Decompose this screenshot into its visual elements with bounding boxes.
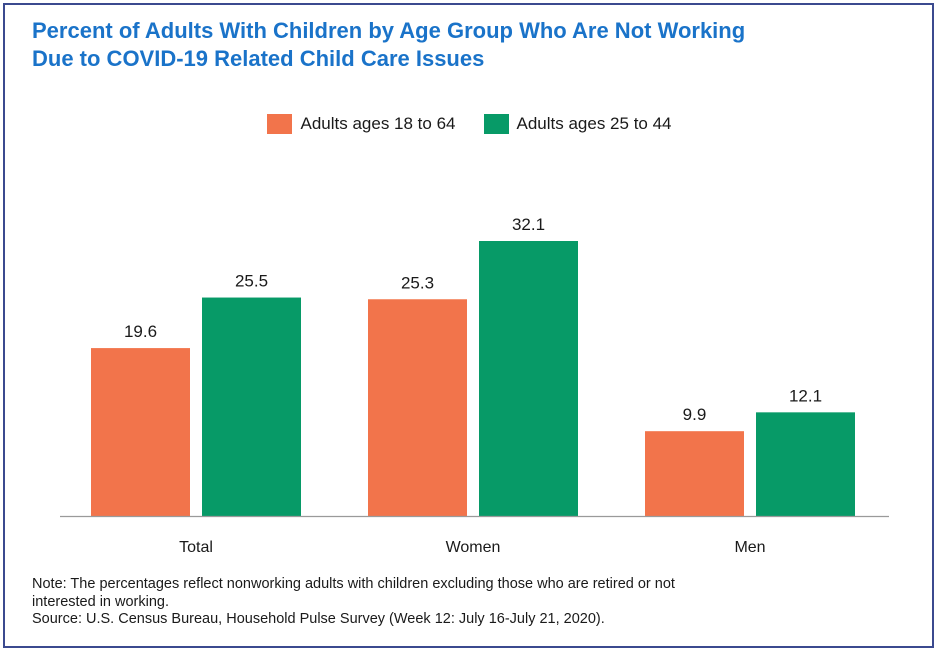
legend-item-series-1: Adults ages 18 to 64 (267, 114, 456, 134)
bar-women-series-1 (368, 299, 467, 516)
chart-title-line-1: Percent of Adults With Children by Age G… (32, 18, 746, 43)
data-label-total-series-2: 25.5 (235, 272, 268, 291)
bar-chart: 19.6 25.5 Total 25.3 32.1 Women 9.9 12.1 Men (60, 215, 889, 556)
legend-item-series-2: Adults ages 25 to 44 (483, 114, 672, 134)
data-label-men-series-2: 12.1 (789, 386, 822, 405)
chart-title-line-2: Due to COVID-19 Related Child Care Issue… (32, 46, 485, 71)
legend-swatch-series-2 (483, 114, 509, 134)
x-tick-label-women: Women (446, 539, 501, 556)
bar-total-series-2 (202, 297, 301, 516)
bar-women-series-2 (479, 241, 578, 516)
legend-swatch-series-1 (267, 114, 293, 134)
x-tick-label-men: Men (734, 539, 765, 556)
data-label-women-series-1: 25.3 (401, 273, 434, 292)
data-label-total-series-1: 19.6 (124, 322, 157, 341)
legend-label-series-1: Adults ages 18 to 64 (300, 114, 456, 133)
bar-total-series-1 (91, 348, 190, 516)
chart-notes: Note: The percentages reflect nonworking… (32, 576, 912, 629)
chart-frame (3, 3, 934, 648)
note-line-1: Note: The percentages reflect nonworking… (32, 576, 675, 592)
data-label-women-series-2: 32.1 (512, 215, 545, 234)
bar-men-series-1 (645, 431, 744, 516)
bar-men-series-2 (756, 412, 855, 516)
data-label-men-series-1: 9.9 (683, 405, 707, 424)
chart-legend: Adults ages 18 to 64 Adults ages 25 to 4… (0, 114, 939, 134)
chart-title: Percent of Adults With Children by Age G… (32, 17, 912, 73)
legend-label-series-2: Adults ages 25 to 44 (516, 114, 672, 133)
note-line-2: interested in working. (32, 593, 170, 610)
x-tick-label-total: Total (179, 539, 213, 556)
source-line: Source: U.S. Census Bureau, Household Pu… (32, 611, 605, 627)
